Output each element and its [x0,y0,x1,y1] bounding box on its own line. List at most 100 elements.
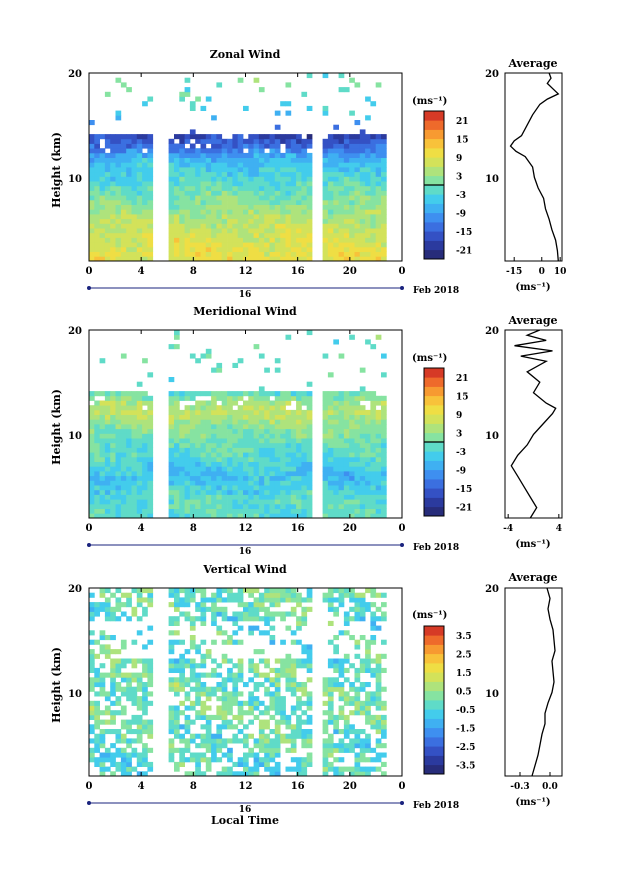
heatmap-cell [327,419,334,425]
heatmap-cell [258,592,265,598]
heatmap-cell [142,771,148,777]
heatmap-cell [354,405,361,411]
heatmap-cell [301,409,308,415]
heatmap-cell [296,419,302,425]
heatmap-cell [184,508,191,514]
heatmap-cell [338,658,345,664]
heatmap-cell [280,400,286,406]
heatmap-cell [232,611,239,617]
heatmap-cell [174,456,180,462]
heatmap-cell [338,242,345,248]
heatmap-cell [205,452,212,458]
heatmap-cell [136,499,143,505]
heatmap-cell [349,424,355,430]
heatmap-cell [338,494,345,500]
heatmap-cell [349,218,355,224]
heatmap-cell [189,452,196,458]
heatmap-cell [381,372,387,378]
heatmap-cell [381,499,387,505]
heatmap-cell [248,228,254,234]
heatmap-cell [258,761,265,767]
heatmap-cell [205,733,212,739]
heatmap-cell [200,663,207,669]
heatmap-cell [381,157,387,163]
heatmap-cell [221,461,228,467]
heatmap-cell [258,409,265,415]
heatmap-cell [195,447,201,453]
heatmap-cell [269,757,276,763]
heatmap-cell [120,644,127,650]
heatmap-cell [110,475,116,481]
heatmap-cell [349,214,355,220]
x-tick-label: 0 [399,523,406,534]
heatmap-cell [94,672,100,678]
heatmap-cell [179,442,185,448]
heatmap-cell [184,724,191,730]
heatmap-cell [227,138,233,144]
heatmap-cell [338,391,345,397]
heatmap-cell [280,494,286,500]
heatmap-cell [269,771,276,777]
heatmap-cell [322,73,329,79]
heatmap-cell [243,456,249,462]
heatmap-cell [232,456,239,462]
heatmap-cell [301,167,308,173]
heatmap-cell [290,157,297,163]
heatmap-cell [349,743,355,749]
heatmap-cell [142,251,148,257]
heatmap-cell [115,204,122,210]
heatmap-cell [94,232,100,238]
heatmap-cell [365,167,371,173]
heatmap-cell [290,424,297,430]
heatmap-cell [375,489,382,495]
heatmap-cell [115,456,122,462]
heatmap-cell [381,433,387,439]
heatmap-cell [131,508,138,514]
heatmap-cell [333,237,339,243]
heatmap-cell [221,653,228,659]
heatmap-cell [343,447,350,453]
heatmap-cell [126,237,132,243]
heatmap-cell [142,195,148,201]
heatmap-cell [147,733,154,739]
heatmap-cell [131,152,138,158]
heatmap-cell [94,508,100,514]
heatmap-cell [306,503,313,509]
heatmap-cell [365,691,371,697]
heatmap-cell [211,667,217,673]
heatmap-cell [168,489,175,495]
heatmap-cell [184,391,191,397]
heatmap-cell [104,480,111,486]
heatmap-cell [375,228,382,234]
heatmap-cell [327,691,334,697]
heatmap-cell [126,176,132,182]
heatmap-cell [338,148,345,154]
heatmap-cell [274,461,281,467]
heatmap-cell [189,218,196,224]
heatmap-cell [370,719,377,725]
heatmap-cell [258,405,265,411]
heatmap-cell [359,246,366,252]
heatmap-cell [179,195,185,201]
heatmap-cell [221,771,228,777]
heatmap-cell [322,499,329,505]
heatmap-cell [306,330,313,336]
heatmap-cell [227,766,233,772]
heatmap-cell [189,771,196,777]
heatmap-cell [354,653,361,659]
heatmap-cell [285,719,292,725]
heatmap-cell [142,162,148,168]
heatmap-cell [115,171,122,177]
heatmap-cell [174,181,180,187]
heatmap-cell [168,228,175,234]
heatmap-cell [184,152,191,158]
heatmap-cell [94,475,100,481]
heatmap-cell [285,466,292,472]
heatmap-cell [365,705,371,711]
heatmap-cell [168,466,175,472]
heatmap-cell [195,428,201,434]
heatmap-cell [221,190,228,196]
heatmap-cell [99,771,106,777]
heatmap-cell [296,181,302,187]
heatmap-cell [115,667,122,673]
